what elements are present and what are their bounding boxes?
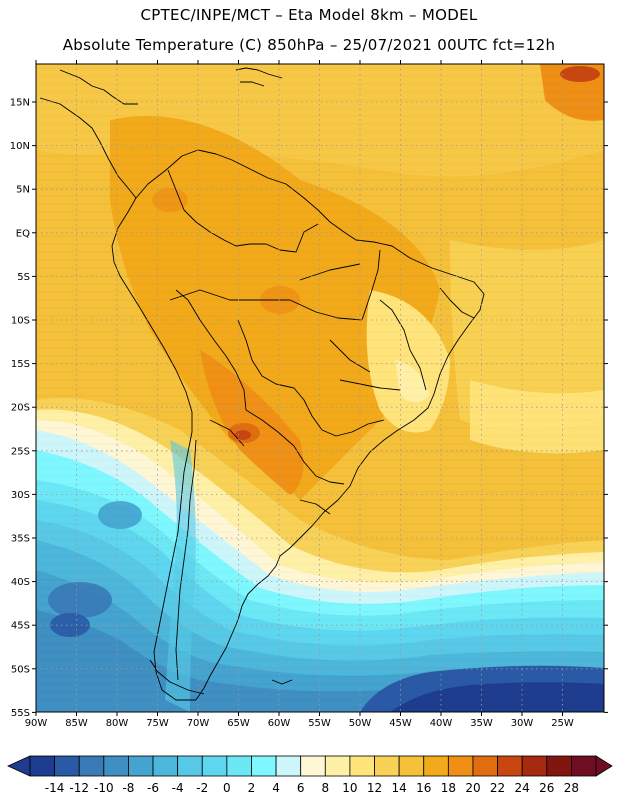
coastlines-borders — [39, 67, 485, 701]
colorbar-swatch — [472, 755, 498, 777]
colorbar-label: 18 — [441, 781, 456, 795]
lon-tick-label: 70W — [187, 718, 210, 729]
colorbar-arrow-low — [7, 755, 31, 777]
lon-tick-label: 65W — [227, 718, 250, 729]
lat-tick-label: EQ — [16, 228, 30, 239]
colorbar-swatch — [324, 755, 351, 777]
lat-tick-label: 20S — [11, 403, 30, 414]
colorbar-swatch — [103, 755, 129, 777]
lat-tick-label: 35S — [11, 534, 30, 545]
colorbar-label: 26 — [539, 781, 554, 795]
colorbar-swatch — [497, 755, 523, 777]
colorbar-swatch — [251, 755, 277, 777]
colorbar-swatch — [521, 755, 548, 777]
colorbar-swatch — [447, 755, 474, 777]
lat-tick-label: 10S — [11, 316, 30, 327]
colorbar-swatch — [570, 755, 597, 777]
latitude-axis: 15N 10N 5N EQ 5S 10S 15S 20S 25S 30S 35S 40S 45S 50S 5… — [10, 98, 608, 719]
colorbar-label: 4 — [272, 781, 280, 795]
lat-tick-label: 25S — [11, 446, 30, 457]
lat-tick-label: 10N — [10, 141, 30, 152]
longitude-axis: 90W 85W 80W 75W 70W 65W 60W 55W 50W 45W 40W 35W 30W 2… — [25, 60, 574, 729]
temperature-colorbar: -14 -12 -10 -8 -6 -4 -2 0 2 4 6 8 10 12 14 16 18 20 22 24 26… — [7, 755, 613, 795]
colorbar-swatch — [300, 755, 326, 777]
lat-tick-label: 15S — [11, 359, 30, 370]
lat-tick-label: 45S — [11, 621, 30, 632]
colorbar-swatch — [29, 755, 56, 777]
colorbar-swatch — [398, 755, 425, 777]
lat-tick-label: 15N — [10, 98, 30, 109]
colorbar-swatch — [423, 755, 449, 777]
colorbar-label: 6 — [297, 781, 305, 795]
lat-lon-gridlines — [36, 64, 604, 712]
temperature-field — [36, 64, 604, 712]
colorbar-label: 22 — [490, 781, 505, 795]
lat-tick-label: 50S — [11, 664, 30, 675]
lon-tick-label: 50W — [349, 718, 372, 729]
colorbar-swatch — [201, 755, 228, 777]
lon-tick-label: 30W — [511, 718, 534, 729]
lon-tick-label: 80W — [106, 718, 129, 729]
colorbar-swatch — [128, 755, 154, 777]
colorbar-label: 10 — [342, 781, 357, 795]
colorbar-label: -4 — [172, 781, 184, 795]
colorbar-swatch — [349, 755, 375, 777]
colorbar-label: 16 — [416, 781, 431, 795]
colorbar-swatch — [275, 755, 302, 777]
lon-tick-label: 55W — [308, 718, 331, 729]
colorbar-label: -10 — [94, 781, 114, 795]
lon-tick-label: 25W — [551, 718, 574, 729]
lat-tick-label: 5N — [16, 185, 30, 196]
colorbar-arrow-high — [595, 755, 613, 777]
lon-tick-label: 75W — [146, 718, 169, 729]
colorbar-swatch — [78, 755, 105, 777]
colorbar-label: 24 — [515, 781, 530, 795]
colorbar-swatch — [226, 755, 252, 777]
colorbar-label: 8 — [321, 781, 329, 795]
colorbar-label: 20 — [465, 781, 480, 795]
colorbar-swatch — [546, 755, 572, 777]
colorbar-label: 2 — [248, 781, 256, 795]
lon-tick-label: 85W — [65, 718, 88, 729]
colorbar-label: -14 — [45, 781, 65, 795]
colorbar-label: -12 — [69, 781, 89, 795]
colorbar-swatch — [54, 755, 80, 777]
lat-tick-label: 30S — [11, 490, 30, 501]
lon-tick-label: 40W — [430, 718, 453, 729]
lat-tick-label: 5S — [17, 272, 30, 283]
colorbar-label: 14 — [391, 781, 406, 795]
colorbar-label: -6 — [147, 781, 159, 795]
lon-tick-label: 90W — [25, 718, 48, 729]
colorbar-label: 28 — [564, 781, 579, 795]
colorbar-label: -8 — [122, 781, 134, 795]
colorbar-label: -2 — [196, 781, 208, 795]
map-title-line1: CPTEC/INPE/MCT – Eta Model 8km – MODEL — [140, 6, 478, 24]
colorbar-swatch — [374, 755, 400, 777]
lat-tick-label: 40S — [11, 577, 30, 588]
colorbar-swatch — [152, 755, 179, 777]
lat-tick-label: 55S — [11, 708, 30, 719]
colorbar-swatch — [177, 755, 203, 777]
lon-tick-label: 45W — [389, 718, 412, 729]
map-title-line2: Absolute Temperature (C) 850hPa – 25/07/… — [62, 36, 556, 54]
colorbar-label: 0 — [223, 781, 231, 795]
lon-tick-label: 60W — [268, 718, 291, 729]
colorbar-label: 12 — [367, 781, 382, 795]
lon-tick-label: 35W — [470, 718, 493, 729]
